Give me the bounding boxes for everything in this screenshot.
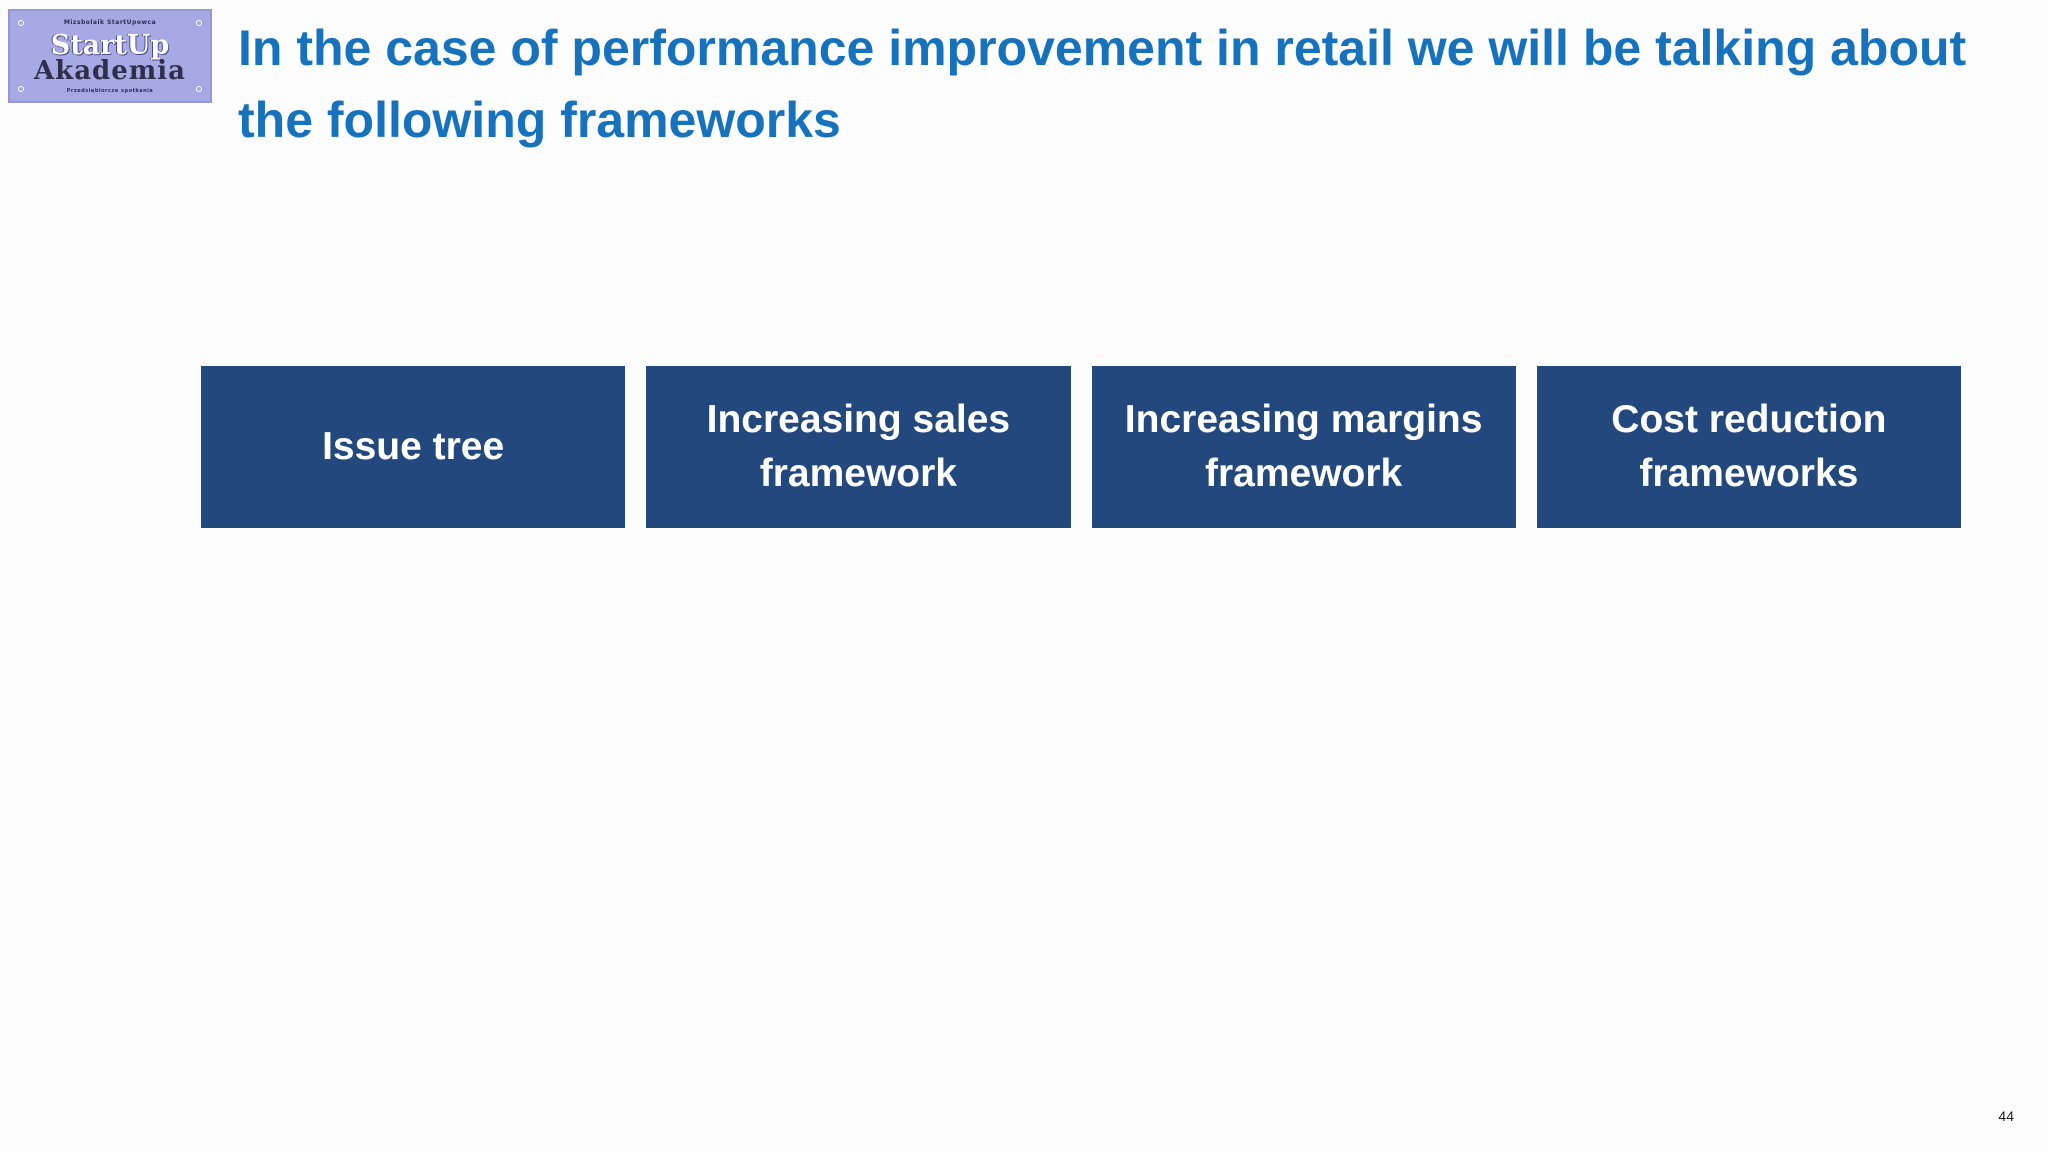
page-number: 44 [1998, 1108, 2014, 1124]
framework-box-cost-reduction[interactable]: Cost reduction frameworks [1536, 366, 1961, 528]
logo-dot [196, 20, 202, 26]
logo-bottom-text: Przedsiębiorcze spotkania [66, 88, 154, 94]
logo-top-text: Mizsbolaik StartUpowca [63, 19, 157, 26]
framework-boxes: Issue tree Increasing sales framework In… [201, 366, 1961, 528]
slide-title: In the case of performance improvement i… [238, 20, 1967, 148]
logo-line2: Akademia [34, 56, 186, 86]
framework-box-issue-tree[interactable]: Issue tree [201, 366, 626, 528]
framework-box-increasing-sales[interactable]: Increasing sales framework [646, 366, 1071, 528]
logo-dot [196, 86, 202, 92]
logo-dot [18, 86, 24, 92]
framework-box-increasing-margins[interactable]: Increasing margins framework [1091, 366, 1516, 528]
startup-akademia-logo: Mizsbolaik StartUpowca StartUp Akademia … [8, 9, 212, 103]
logo-line1: StartUp [50, 30, 170, 61]
logo-dot [18, 20, 24, 26]
